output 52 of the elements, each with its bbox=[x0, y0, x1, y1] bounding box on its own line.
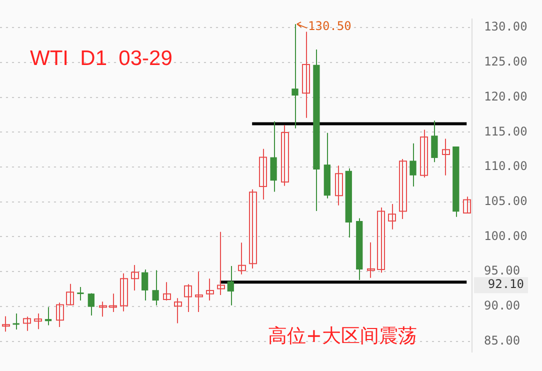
candlestick bbox=[195, 271, 203, 313]
annotation: 高位+大区间震荡 bbox=[268, 324, 417, 347]
candlestick bbox=[227, 266, 234, 306]
candlestick bbox=[302, 31, 310, 118]
candlestick bbox=[388, 203, 396, 230]
candlestick bbox=[99, 301, 107, 318]
candlestick bbox=[335, 165, 343, 206]
candlestick bbox=[399, 158, 407, 220]
candlestick bbox=[2, 316, 10, 332]
candlestick bbox=[270, 120, 277, 192]
y-tick-label: 85.00 bbox=[484, 333, 520, 348]
candlestick bbox=[23, 316, 31, 332]
candlestick bbox=[77, 286, 84, 302]
candlestick bbox=[420, 129, 428, 178]
candlestick bbox=[174, 298, 182, 324]
candlestick bbox=[12, 312, 20, 330]
y-tick-label: 90.00 bbox=[484, 298, 520, 313]
annotation: 130.50 bbox=[308, 19, 352, 34]
candlestick bbox=[463, 196, 471, 214]
candlestick bbox=[367, 242, 375, 278]
candlestick bbox=[238, 242, 246, 275]
candlestick bbox=[377, 206, 385, 274]
candlestick bbox=[184, 284, 192, 313]
y-tick-label: 115.00 bbox=[484, 124, 528, 138]
y-tick-label: 105.00 bbox=[484, 194, 528, 208]
candlestick bbox=[152, 270, 159, 306]
candlestick bbox=[259, 148, 267, 200]
candlestick bbox=[442, 138, 450, 176]
text: 92.10 bbox=[488, 277, 524, 292]
candlestick bbox=[66, 283, 74, 306]
y-tick-label: 120.00 bbox=[484, 89, 528, 104]
y-tick-label: 100.00 bbox=[484, 228, 528, 243]
candlestick bbox=[120, 272, 128, 312]
candlestick bbox=[281, 124, 289, 186]
y-tick-label: 95.00 bbox=[484, 264, 520, 278]
text: WTI D1 03-29 bbox=[30, 47, 172, 70]
candlestick bbox=[217, 231, 225, 296]
y-tick-label: 110.00 bbox=[484, 159, 528, 174]
candlestick bbox=[249, 188, 257, 269]
candlestick bbox=[56, 302, 64, 328]
candlestick bbox=[141, 269, 148, 302]
candlestick bbox=[34, 312, 42, 330]
y-tick-label: 125.00 bbox=[484, 54, 528, 69]
candlestick bbox=[44, 306, 52, 326]
candlestick bbox=[88, 292, 95, 316]
candlestick bbox=[431, 120, 438, 163]
candlestick bbox=[163, 282, 171, 302]
candlestick bbox=[410, 142, 416, 188]
y-tick-label: 130.00 bbox=[484, 20, 528, 34]
candlestick bbox=[109, 293, 117, 313]
candlestick bbox=[206, 278, 214, 302]
candlestick bbox=[131, 264, 139, 291]
